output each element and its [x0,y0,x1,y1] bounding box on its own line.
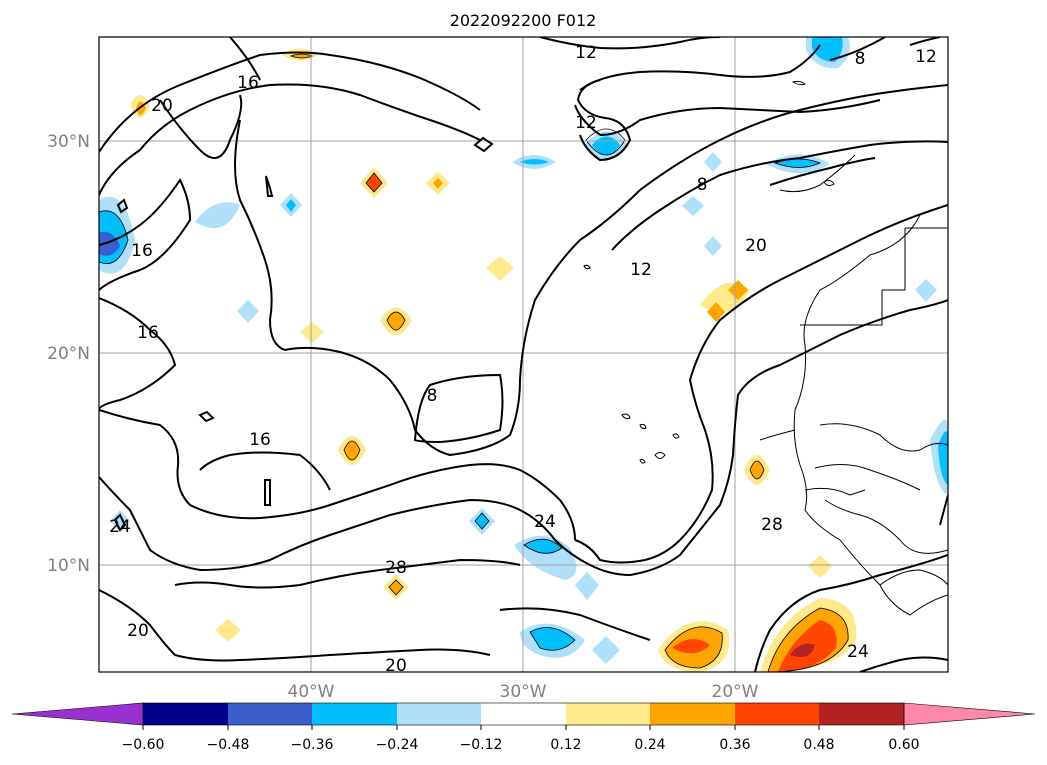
colorbar-tick-label: 0.60 [888,737,919,753]
colorbar: −0.60 −0.48 −0.36 −0.24 −0.12 0.12 0.24 … [11,702,1036,753]
shaded-anomalies [99,37,948,672]
contour-label: 12 [575,113,597,133]
lat-label: 10°N [47,556,90,576]
colorbar-tick-label: 0.48 [803,737,834,753]
colorbar-under-arrow [11,702,144,726]
contour-lines [99,37,948,672]
contour-label: 20 [151,96,173,116]
colorbar-bin [566,703,650,725]
coastlines [583,80,948,616]
contour-label: 24 [534,512,556,532]
colorbar-tick-label: −0.24 [376,737,419,753]
contour-labels: 16 20 12 8 12 16 12 8 20 16 8 16 24 24 2… [109,43,937,676]
colorbar-bin [735,703,819,725]
contour-label: 16 [131,241,153,261]
longitude-labels: 40°W 30°W 20°W [288,682,759,702]
colorbar-bin [481,703,566,725]
contour-label: 12 [915,47,937,67]
contour-label: 20 [385,656,407,676]
colorbar-tick-labels: −0.60 −0.48 −0.36 −0.24 −0.12 0.12 0.24 … [122,737,920,753]
colorbar-bin [819,703,904,725]
colorbar-outline [142,702,905,726]
contour-label: 20 [745,236,767,256]
colorbar-bin [228,703,312,725]
latitude-labels: 30°N 20°N 10°N [47,132,90,576]
contour-label: 16 [249,430,271,450]
colorbar-bin [397,703,481,725]
map-frame [98,36,949,673]
colorbar-tick-label: −0.12 [460,737,503,753]
contour-label: 8 [697,175,708,195]
contour-label: 24 [847,642,869,662]
contour-label: 28 [385,558,407,578]
colorbar-bin [650,703,735,725]
contour-label: 28 [761,515,783,535]
contour-label: 12 [630,260,652,280]
colorbar-tick-label: 0.36 [719,737,750,753]
colorbar-over-arrow [903,702,1036,726]
contour-label: 8 [427,386,438,406]
colorbar-bin [143,703,228,725]
lon-label: 20°W [712,682,759,702]
colorbar-tick-label: 0.24 [634,737,665,753]
lat-label: 30°N [47,132,90,152]
contour-label: 16 [137,323,159,343]
colorbar-tick-label: −0.36 [291,737,334,753]
colorbar-tick-label: −0.60 [122,737,165,753]
colorbar-tick-label: −0.48 [207,737,250,753]
lon-label: 30°W [500,682,547,702]
contour-label: 12 [575,43,597,63]
colorbar-tick-marks [142,725,905,730]
contour-label: 24 [109,517,131,537]
contour-label: 16 [237,73,259,93]
lon-label: 40°W [288,682,335,702]
contour-label: 8 [855,49,866,69]
colorbar-bin [312,703,397,725]
anomaly-outlines [99,53,849,672]
lat-label: 20°N [47,344,90,364]
map-title: 2022092200 F012 [450,11,597,30]
colorbar-tick-label: 0.12 [550,737,581,753]
contour-label: 20 [127,621,149,641]
